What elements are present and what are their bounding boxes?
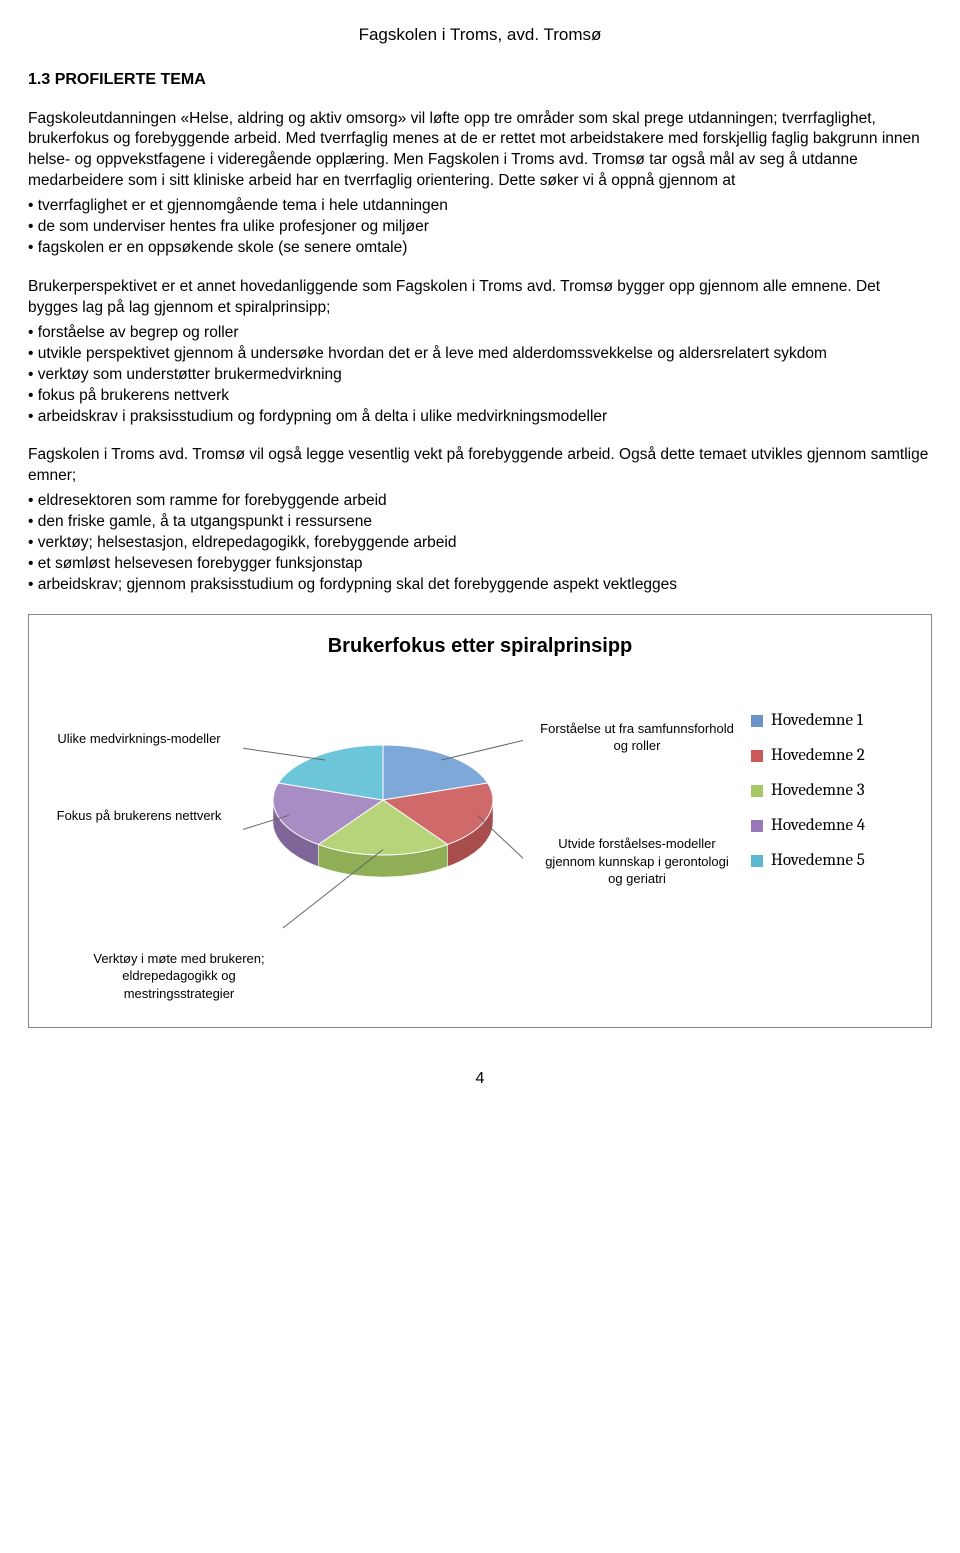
bullet-item: • arbeidskrav i praksisstudium og fordyp… <box>28 407 932 428</box>
paragraph-2: Brukerperspektivet er et annet hovedanli… <box>28 277 932 319</box>
bullet-item: • verktøy som understøtter brukermedvirk… <box>28 365 932 386</box>
bullet-item: • utvikle perspektivet gjennom å undersø… <box>28 344 932 365</box>
pie-chart <box>243 690 523 930</box>
legend-label: Hovedemne 1 <box>771 710 863 733</box>
chart-body: Ulike medvirknings-modeller Fokus på bru… <box>49 690 911 930</box>
legend-swatch <box>751 820 763 832</box>
paragraph-3: Fagskolen i Troms avd. Tromsø vil også l… <box>28 445 932 487</box>
legend-item: Hovedemne 3 <box>751 780 911 803</box>
legend-swatch <box>751 750 763 762</box>
chart-right-callouts: Forståelse ut fra samfunnsforhold og rol… <box>537 690 737 888</box>
paragraph-1: Fagskoleutdanningen «Helse, aldring og a… <box>28 109 932 193</box>
legend-item: Hovedemne 1 <box>751 710 911 733</box>
paragraph-block-3: Fagskolen i Troms avd. Tromsø vil også l… <box>28 445 932 595</box>
callout-right-1: Forståelse ut fra samfunnsforhold og rol… <box>537 720 737 755</box>
bullet-item: • arbeidskrav; gjennom praksisstudium og… <box>28 575 932 596</box>
bullet-item: • et sømløst helsevesen forebygger funks… <box>28 554 932 575</box>
bullet-item: • den friske gamle, å ta utgangspunkt i … <box>28 512 932 533</box>
bullet-item: • eldresektoren som ramme for forebyggen… <box>28 491 932 512</box>
callout-left-2: Fokus på brukerens nettverk <box>49 807 229 825</box>
legend-item: Hovedemne 5 <box>751 850 911 873</box>
page-header: Fagskolen i Troms, avd. Tromsø <box>28 24 932 47</box>
legend-swatch <box>751 855 763 867</box>
page-number: 4 <box>28 1068 932 1090</box>
bullet-item: • de som underviser hentes fra ulike pro… <box>28 217 932 238</box>
callout-right-2: Utvide forståelses-modeller gjennom kunn… <box>537 835 737 888</box>
legend-item: Hovedemne 4 <box>751 815 911 838</box>
chart-left-callouts: Ulike medvirknings-modeller Fokus på bru… <box>49 690 229 865</box>
legend-label: Hovedemne 5 <box>771 850 865 873</box>
bullet-item: • fagskolen er en oppsøkende skole (se s… <box>28 238 932 259</box>
bullet-item: • verktøy; helsestasjon, eldrepedagogikk… <box>28 533 932 554</box>
bullet-item: • fokus på brukerens nettverk <box>28 386 932 407</box>
legend-label: Hovedemne 4 <box>771 815 865 838</box>
callout-left-1: Ulike medvirknings-modeller <box>49 730 229 748</box>
section-title: 1.3 PROFILERTE TEMA <box>28 69 932 91</box>
paragraph-block-1: Fagskoleutdanningen «Helse, aldring og a… <box>28 109 932 259</box>
legend-swatch <box>751 785 763 797</box>
legend-label: Hovedemne 3 <box>771 780 865 803</box>
chart-legend: Hovedemne 1 Hovedemne 2 Hovedemne 3 Hovedem… <box>751 710 911 885</box>
bullet-item: • tverrfaglighet er et gjennomgående tem… <box>28 196 932 217</box>
chart-title: Brukerfokus etter spiralprinsipp <box>49 633 911 660</box>
legend-label: Hovedemne 2 <box>771 745 865 768</box>
paragraph-block-2: Brukerperspektivet er et annet hovedanli… <box>28 277 932 427</box>
legend-item: Hovedemne 2 <box>751 745 911 768</box>
chart-container: Brukerfokus etter spiralprinsipp Ulike m… <box>28 614 932 1028</box>
callout-bottom: Verktøy i møte med brukeren; eldrepedago… <box>79 950 279 1003</box>
legend-swatch <box>751 715 763 727</box>
bullet-item: • forståelse av begrep og roller <box>28 323 932 344</box>
